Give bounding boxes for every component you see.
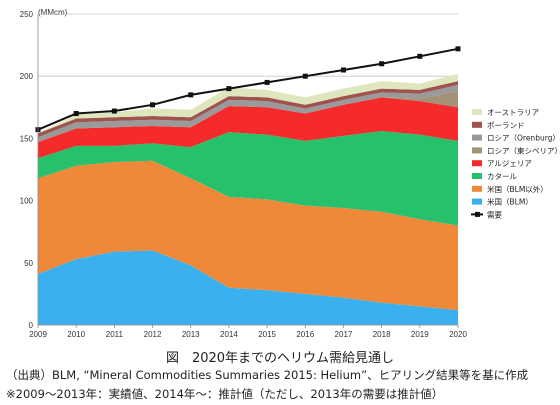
x-tick-label: 2011 — [106, 330, 124, 339]
x-tick-label: 2017 — [335, 330, 353, 339]
legend-swatch-5 — [472, 173, 482, 179]
legend-swatch-6 — [472, 185, 482, 192]
demand-point-2011 — [111, 108, 117, 114]
x-tick-label: 2018 — [373, 330, 391, 339]
legend-label-2: ロシア（Orenburg） — [487, 134, 560, 143]
area-series-5 — [38, 84, 458, 143]
legend-swatch-0 — [472, 109, 482, 115]
x-tick-label: 2019 — [411, 330, 429, 339]
source-note: （出典）BLM, “Mineral Commodities Summaries … — [6, 368, 529, 382]
x-tick-label: 2014 — [220, 330, 238, 339]
area-series-2 — [38, 130, 458, 226]
legend-label-4: アルジェリア — [487, 159, 532, 168]
legend-swatch-4 — [472, 160, 482, 167]
y-tick-label: 250 — [20, 10, 34, 19]
legend-label-6: 米国（BLM以外） — [487, 184, 548, 194]
x-tick-label: 2009 — [29, 330, 47, 339]
y-tick-label: 100 — [20, 197, 34, 206]
figure-title: 図 2020年までのヘリウム需給見通し — [165, 351, 395, 366]
y-tick-label: 200 — [20, 72, 34, 81]
legend-swatch-1 — [472, 121, 482, 128]
legend-label-3: ロシア（東シベリア） — [487, 145, 560, 155]
x-tick-label: 2020 — [449, 330, 467, 339]
helium-supply-demand-chart: (MMcm) 0 50 100 150 200 250 2009 2010 2011 2012 20… — [20, 8, 560, 339]
y-tick-label: 0 — [29, 321, 34, 330]
axes: 0 50 100 150 200 250 2009 2010 2011 2012 2013 2014 2… — [20, 10, 468, 339]
y-tick-label: 50 — [24, 259, 33, 268]
demand-point-2019 — [417, 53, 423, 59]
stacked-areas — [38, 73, 458, 325]
legend-label-1: ポーランド — [487, 121, 525, 130]
demand-point-2012 — [150, 102, 156, 108]
legend-label-7: 米国（BLM） — [487, 197, 533, 207]
demand-point-2014 — [226, 86, 232, 92]
demand-point-2010 — [73, 111, 79, 117]
area-series-6 — [38, 81, 458, 138]
area-series-1 — [38, 160, 458, 311]
x-tick-label: 2015 — [258, 330, 276, 339]
data-note: ※2009～2013年：実績値、2014年～：推計値（ただし、2013年の需要は… — [6, 387, 444, 401]
demand-point-2017 — [340, 67, 346, 73]
demand-point-2016 — [302, 73, 308, 79]
legend-swatch-3 — [472, 147, 482, 154]
demand-point-2015 — [264, 79, 270, 85]
area-series-0 — [38, 250, 458, 325]
demand-polyline — [37, 47, 459, 131]
legend-label-0: オーストラリア — [487, 108, 539, 117]
x-tick-label: 2010 — [67, 330, 85, 339]
area-series-7 — [38, 73, 458, 134]
demand-point-2018 — [379, 61, 385, 67]
x-tick-label: 2016 — [296, 330, 314, 339]
legend-swatch-2 — [472, 134, 482, 141]
x-tick-label: 2012 — [144, 330, 162, 339]
legend-label-5: カタール — [487, 172, 517, 181]
demand-point-2020 — [455, 46, 461, 52]
x-tick-label: 2013 — [182, 330, 200, 339]
legend-marker-demand — [475, 211, 480, 217]
legend-label-8: 需要 — [487, 210, 502, 219]
legend-swatch-7 — [472, 198, 482, 205]
area-series-3 — [38, 97, 458, 159]
demand-point-2013 — [188, 92, 194, 98]
y-tick-label: 150 — [20, 134, 34, 143]
y-axis-unit-label: (MMcm) — [38, 8, 68, 17]
